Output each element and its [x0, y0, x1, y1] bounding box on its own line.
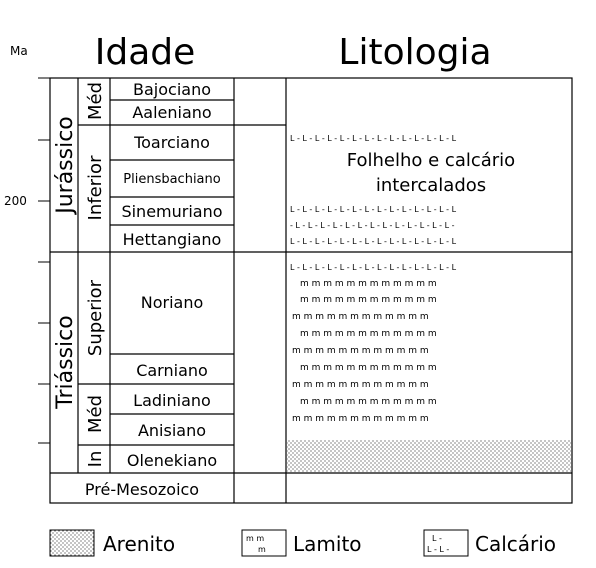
- mudstone-row: m m m m m m m m m m m m: [300, 329, 437, 339]
- stage-anisiano: Anisiano: [138, 421, 206, 440]
- limestone-row: L - L - L - L - L - L - L - L - L - L - …: [290, 263, 457, 272]
- stage-ladiniano: Ladiniano: [133, 391, 211, 410]
- epoch-inferior: Inferior: [85, 155, 106, 221]
- stage-hettangiano: Hettangiano: [123, 230, 222, 249]
- limestone-row: L - L - L - L - L - L - L - L - L - L - …: [290, 134, 457, 143]
- limestone-icon-glyph: L - L -: [427, 545, 449, 554]
- lithology-label-line1: Folhelho e calcário: [347, 150, 515, 171]
- limestone-row: L - L - L - L - L - L - L - L - L - L - …: [290, 205, 457, 214]
- mudstone-row: m m m m m m m m m m m m: [292, 312, 429, 322]
- stage-olenekiano: Olenekiano: [127, 451, 217, 470]
- mudstone-pattern-icon: [241, 529, 287, 557]
- epoch-superior: Superior: [85, 279, 106, 356]
- column-grid: [49, 77, 573, 504]
- pre-mesozoic-label: Pré-Mesozoico: [85, 480, 199, 499]
- mudstone-row: m m m m m m m m m m m m: [300, 279, 437, 289]
- stage-pliensbachiano: Pliensbachiano: [123, 172, 220, 187]
- litologia-title: Litologia: [338, 32, 491, 73]
- stages: Bajociano Aaleniano Toarciano Pliensbach…: [121, 80, 222, 470]
- mudstone-icon-glyph: m m: [246, 534, 264, 543]
- sandstone-pattern-icon: [49, 529, 95, 557]
- stage-aaleniano: Aaleniano: [132, 103, 211, 122]
- limestone-icon-glyph: L -: [432, 534, 442, 543]
- stage-bajociano: Bajociano: [133, 80, 211, 99]
- mudstone-layer: L - L - L - L - L - L - L - L - L - L - …: [290, 263, 457, 424]
- limestone-row: L - L - L - L - L - L - L - L - L - L - …: [290, 237, 457, 246]
- age-axis: [38, 77, 50, 444]
- legend: Arenito m m m Lamito L - L - L - Calcári…: [49, 529, 556, 557]
- ma-label: Ma: [10, 44, 28, 58]
- idade-title: Idade: [95, 32, 196, 73]
- stage-sinemuriano: Sinemuriano: [121, 202, 222, 221]
- stage-toarciano: Toarciano: [133, 133, 210, 152]
- period-jurassico: Jurássico: [53, 116, 78, 216]
- period-triassico: Triássico: [53, 315, 78, 409]
- mudstone-row: m m m m m m m m m m m m: [300, 397, 437, 407]
- mudstone-row: m m m m m m m m m m m m: [300, 295, 437, 305]
- legend-label-calcario: Calcário: [475, 532, 556, 556]
- mudstone-row: m m m m m m m m m m m m: [292, 346, 429, 356]
- legend-label-lamito: Lamito: [293, 532, 362, 556]
- mudstone-row: m m m m m m m m m m m m: [300, 363, 437, 373]
- lithology-label-line2: intercalados: [376, 175, 486, 196]
- mudstone-row: m m m m m m m m m m m m: [292, 380, 429, 390]
- stage-noriano: Noriano: [141, 293, 204, 312]
- limestone-pattern-icon: [423, 529, 469, 557]
- limestone-layer-upper: L - L - L - L - L - L - L - L - L - L - …: [290, 134, 457, 246]
- mudstone-row: m m m m m m m m m m m m: [292, 414, 429, 424]
- epoch-inferior-triassico: In: [85, 451, 106, 468]
- mudstone-icon-glyph: m: [258, 545, 266, 554]
- legend-label-arenito: Arenito: [103, 532, 175, 556]
- lithology-column: L - L - L - L - L - L - L - L - L - L - …: [287, 134, 571, 472]
- epoch-medio-jurassico: Méd: [85, 82, 106, 120]
- epoch-medio-triassico: Méd: [85, 395, 106, 433]
- stage-carniano: Carniano: [136, 361, 208, 380]
- limestone-row: - L - L - L - L - L - L - L - L - L - L …: [290, 221, 455, 230]
- tick-label-200: 200: [4, 194, 27, 208]
- sandstone-layer: [287, 440, 571, 472]
